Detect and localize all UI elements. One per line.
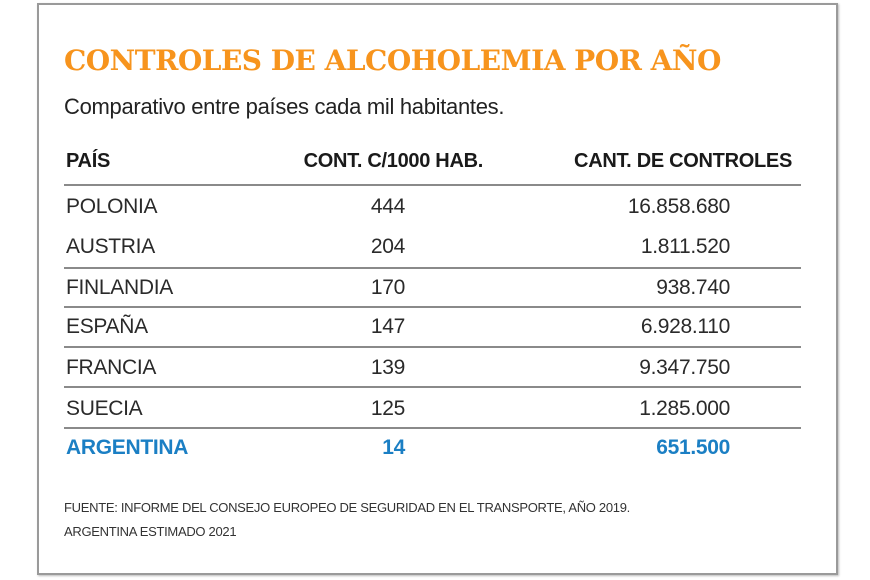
row-divider — [64, 427, 801, 429]
row-divider — [64, 386, 801, 388]
table-cell-country: FRANCIA — [66, 356, 157, 379]
table-cell-per-1000: 170 — [370, 276, 405, 299]
table-cell-total: 1.285.000 — [639, 397, 730, 420]
row-divider — [64, 306, 801, 308]
row-divider — [64, 346, 801, 348]
table-cell-total: 651.500 — [656, 436, 730, 459]
table-cell-total: 6.928.110 — [640, 315, 730, 338]
table-cell-country: FINLANDIA — [66, 276, 173, 299]
table-cell-country: SUECIA — [66, 397, 143, 420]
row-divider — [64, 267, 801, 269]
table-cell-per-1000: 444 — [370, 195, 405, 218]
table-cell-per-1000: 125 — [370, 397, 405, 420]
source-note-line1: FUENTE: INFORME DEL CONSEJO EUROPEO DE S… — [64, 500, 630, 515]
chart-subtitle: Comparativo entre países cada mil habita… — [64, 94, 505, 119]
table-cell-country: POLONIA — [66, 195, 158, 218]
column-header-total: CANT. DE CONTROLES — [574, 150, 792, 172]
table-cell-total: 9.347.750 — [639, 356, 730, 379]
table-cell-country: AUSTRIA — [66, 235, 155, 258]
table-cell-per-1000: 14 — [382, 436, 405, 459]
table-cell-country: ARGENTINA — [66, 436, 189, 459]
source-note-line2: ARGENTINA ESTIMADO 2021 — [64, 524, 237, 539]
row-divider — [64, 184, 801, 186]
infographic-frame — [37, 3, 838, 575]
table-cell-total: 1.811.520 — [640, 235, 730, 258]
table-cell-total: 938.740 — [656, 276, 730, 299]
column-header-country: PAÍS — [66, 150, 110, 172]
table-cell-per-1000: 204 — [370, 235, 405, 258]
table-cell-per-1000: 147 — [370, 315, 405, 338]
table-cell-country: ESPAÑA — [66, 315, 148, 338]
table-cell-total: 16.858.680 — [627, 195, 730, 218]
column-header-per-1000: CONT. C/1000 HAB. — [303, 150, 484, 172]
table-cell-per-1000: 139 — [370, 356, 405, 379]
chart-title: CONTROLES DE ALCOHOLEMIA POR AÑO — [64, 44, 721, 77]
